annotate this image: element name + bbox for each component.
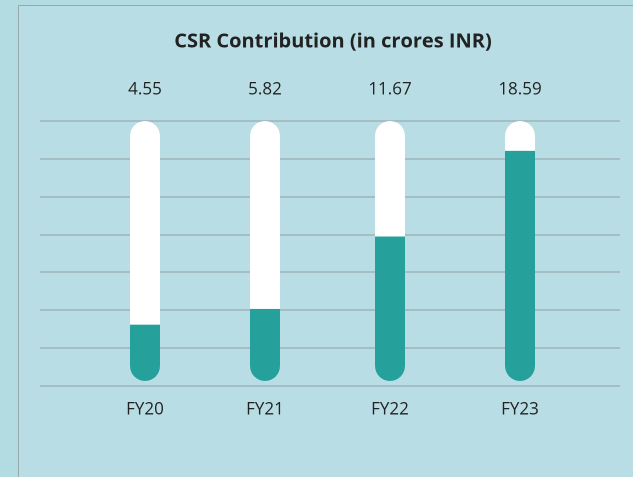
value-label: 5.82 <box>248 77 282 100</box>
bar <box>505 150 535 381</box>
bar <box>375 236 405 381</box>
bar-track <box>130 121 160 381</box>
chart-title: CSR Contribution (in crores INR) <box>174 26 491 53</box>
bar <box>250 308 280 381</box>
value-label: 4.55 <box>128 77 162 100</box>
value-label: 11.67 <box>368 77 411 100</box>
x-tick-label: FY20 <box>126 397 164 420</box>
x-tick-label: FY21 <box>246 397 284 420</box>
x-tick-label: FY23 <box>501 397 539 420</box>
value-label: 18.59 <box>498 77 541 100</box>
bar <box>130 324 160 381</box>
x-tick-label: FY22 <box>371 397 409 420</box>
